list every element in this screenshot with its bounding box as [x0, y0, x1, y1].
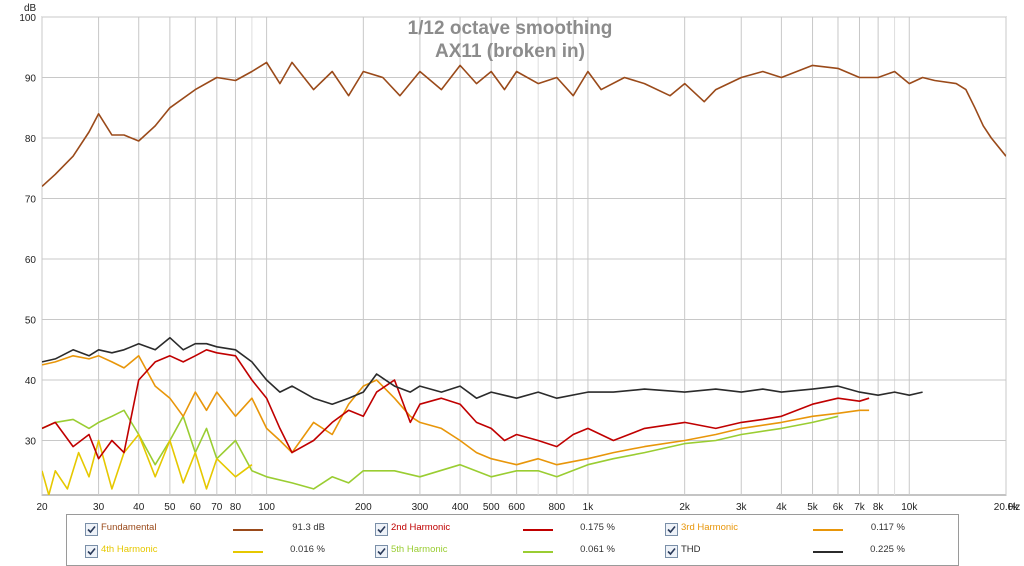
- series-line-5th-harmonic: [42, 409, 839, 490]
- legend-swatch: [523, 551, 553, 553]
- checkmark-icon: [87, 525, 96, 534]
- series-line-4th-harmonic: [42, 433, 253, 495]
- x-tick-label: 8k: [873, 502, 885, 512]
- legend-swatch: [813, 529, 843, 531]
- checkmark-icon: [667, 547, 676, 556]
- x-axis-unit: Hz: [1008, 502, 1020, 512]
- x-tick-label: 600: [508, 502, 525, 512]
- legend-value: 0.061 %: [580, 544, 615, 555]
- series-layer: [42, 61, 1006, 495]
- axis-labels: 20 30 40 50 60 70 80 100 200 300 400 500 600 800 1k 2k 3…: [19, 13, 1019, 512]
- legend-item-2nd-harmonic[interactable]: 2nd Harmonic 0.175 %: [375, 521, 635, 539]
- legend-checkbox[interactable]: [665, 523, 678, 536]
- x-tick-label: 2k: [679, 502, 691, 512]
- legend-checkbox[interactable]: [375, 523, 388, 536]
- series-line-thd: [42, 336, 923, 405]
- checkmark-icon: [87, 547, 96, 556]
- legend-value: 0.016 %: [290, 544, 325, 555]
- x-tick-label: 1k: [583, 502, 595, 512]
- x-tick-label: 4k: [776, 502, 788, 512]
- legend-value: 0.117 %: [870, 522, 905, 533]
- legend-label: 5th Harmonic: [391, 544, 448, 555]
- y-tick-label: 30: [25, 437, 37, 448]
- y-axis-unit: dB: [24, 3, 37, 14]
- legend-label: Fundamental: [101, 522, 157, 533]
- legend-checkbox[interactable]: [85, 523, 98, 536]
- legend-swatch: [523, 529, 553, 531]
- series-line-3rd-harmonic: [42, 355, 870, 466]
- legend-checkbox[interactable]: [375, 545, 388, 558]
- legend-label: 3rd Harmonic: [681, 522, 739, 533]
- y-tick-label: 70: [25, 195, 37, 206]
- checkmark-icon: [667, 525, 676, 534]
- legend-item-thd[interactable]: THD 0.225 %: [665, 543, 925, 561]
- checkmark-icon: [377, 525, 386, 534]
- x-tick-label: 30: [93, 502, 105, 512]
- legend-checkbox[interactable]: [665, 545, 678, 558]
- y-tick-label: 90: [25, 74, 37, 85]
- legend-label: THD: [681, 544, 701, 555]
- x-tick-label: 60: [190, 502, 202, 512]
- x-tick-label: 20: [36, 502, 48, 512]
- legend-item-3rd-harmonic[interactable]: 3rd Harmonic 0.117 %: [665, 521, 925, 539]
- series-line-2nd-harmonic: [42, 349, 870, 460]
- x-tick-label: 20.0k: [994, 502, 1019, 512]
- x-tick-label: 300: [412, 502, 429, 512]
- x-tick-label: 100: [258, 502, 275, 512]
- y-tick-label: 50: [25, 316, 37, 327]
- legend-item-fundamental[interactable]: Fundamental 91.3 dB: [85, 521, 345, 539]
- x-tick-label: 5k: [807, 502, 819, 512]
- series-line-fundamental: [42, 61, 1006, 187]
- legend-value: 0.225 %: [870, 544, 905, 555]
- x-tick-label: 3k: [736, 502, 748, 512]
- checkmark-icon: [377, 547, 386, 556]
- x-tick-label: 7k: [854, 502, 866, 512]
- legend-swatch: [233, 551, 263, 553]
- legend-swatch: [813, 551, 843, 553]
- legend-item-5th-harmonic[interactable]: 5th Harmonic 0.061 %: [375, 543, 635, 561]
- frequency-response-chart: 20 30 40 50 60 70 80 100 200 300 400 500 600 800 1k 2k 3…: [19, 3, 1020, 512]
- x-tick-label: 6k: [833, 502, 845, 512]
- y-tick-label: 60: [25, 255, 37, 266]
- legend-item-4th-harmonic[interactable]: 4th Harmonic 0.016 %: [85, 543, 345, 561]
- x-tick-label: 40: [133, 502, 145, 512]
- x-tick-label: 10k: [901, 502, 918, 512]
- plot-area: [41, 16, 1007, 496]
- y-tick-label: 40: [25, 376, 37, 387]
- x-tick-label: 800: [548, 502, 565, 512]
- x-tick-label: 50: [164, 502, 176, 512]
- legend-label: 2nd Harmonic: [391, 522, 451, 533]
- legend-label: 4th Harmonic: [101, 544, 158, 555]
- x-tick-label: 200: [355, 502, 372, 512]
- chart-title: 1/12 octave smoothing: [408, 18, 613, 39]
- legend-checkbox[interactable]: [85, 545, 98, 558]
- grid: [41, 16, 1007, 495]
- x-tick-label: 70: [211, 502, 223, 512]
- y-tick-label: 80: [25, 134, 37, 145]
- y-tick-label: 100: [19, 13, 36, 24]
- legend: Fundamental 91.3 dB 2nd Harmonic 0.175 % 3rd…: [66, 514, 959, 566]
- x-tick-label: 500: [483, 502, 500, 512]
- x-tick-label: 80: [230, 502, 242, 512]
- legend-value: 91.3 dB: [292, 522, 325, 533]
- legend-swatch: [233, 529, 263, 531]
- chart-subtitle: AX11 (broken in): [435, 41, 585, 62]
- x-tick-label: 400: [452, 502, 469, 512]
- legend-value: 0.175 %: [580, 522, 615, 533]
